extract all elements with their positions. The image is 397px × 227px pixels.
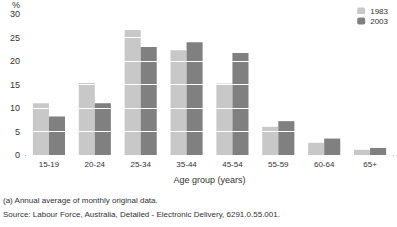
svg-text:(a) Annual average of monthly: (a) Annual average of monthly original d… [3, 196, 158, 205]
svg-text:10: 10 [10, 103, 20, 113]
svg-text:45-54: 45-54 [222, 160, 243, 169]
svg-text:25-34: 25-34 [130, 160, 151, 169]
svg-text:55-59: 55-59 [268, 160, 289, 169]
svg-text:60-64: 60-64 [314, 160, 335, 169]
svg-text:30: 30 [10, 9, 20, 19]
svg-text:20-24: 20-24 [85, 160, 106, 169]
svg-text:1983: 1983 [370, 6, 388, 16]
svg-text:25: 25 [10, 33, 20, 43]
svg-text:Age group (years): Age group (years) [173, 175, 245, 185]
svg-text:0: 0 [15, 150, 20, 160]
svg-text:2003: 2003 [370, 17, 388, 26]
svg-text:35-44: 35-44 [176, 160, 197, 169]
svg-text:20: 20 [10, 56, 20, 66]
svg-text:5: 5 [15, 127, 20, 137]
svg-text:15-19: 15-19 [39, 160, 60, 169]
svg-text:15: 15 [10, 80, 20, 90]
svg-text:Source: Labour Force, Australi: Source: Labour Force, Australia, Detaile… [3, 210, 280, 219]
svg-text:65+: 65+ [363, 160, 377, 169]
